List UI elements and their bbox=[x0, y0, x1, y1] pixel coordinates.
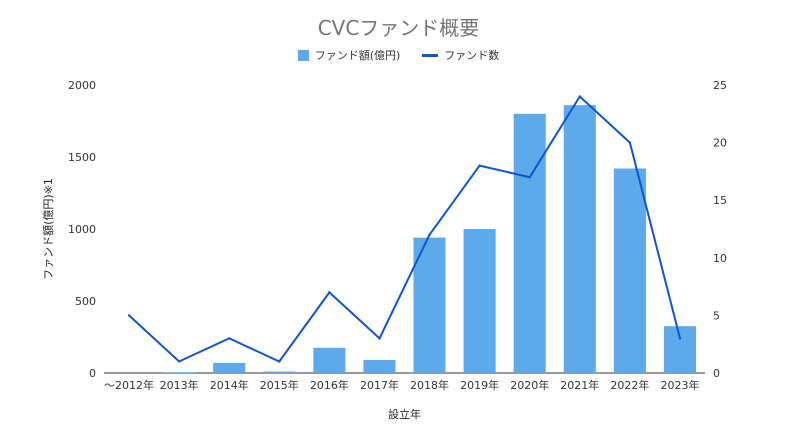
bar-4 bbox=[313, 347, 346, 373]
line-point-4 bbox=[328, 291, 331, 294]
bar-5 bbox=[363, 360, 396, 373]
y2-tick-label-1: 5 bbox=[713, 309, 720, 322]
y-tick-label-4: 2000 bbox=[68, 79, 96, 92]
x-tick-label-1: 2013年 bbox=[160, 378, 199, 392]
x-tick-label-2: 2014年 bbox=[210, 378, 249, 392]
legend-label-bar: ファンド額(億円) bbox=[314, 49, 401, 62]
y2-tick-label-5: 25 bbox=[713, 79, 727, 92]
y-axis-title: ファンド額(億円)※1 bbox=[42, 178, 55, 280]
bar-1 bbox=[163, 372, 196, 373]
line-point-6 bbox=[428, 233, 431, 236]
x-tick-label-7: 2019年 bbox=[460, 378, 499, 392]
y2-tick-label-4: 20 bbox=[713, 137, 727, 150]
line-point-10 bbox=[628, 141, 632, 144]
y-tick-label-1: 500 bbox=[75, 295, 96, 308]
legend-swatch-bar bbox=[297, 49, 309, 61]
x-tick-label-6: 2018年 bbox=[410, 378, 449, 392]
line-point-11 bbox=[678, 337, 682, 340]
bar-7 bbox=[463, 229, 496, 373]
y2-tick-label-0: 0 bbox=[713, 367, 720, 380]
y2-tick-label-2: 10 bbox=[713, 252, 727, 265]
bar-8 bbox=[513, 113, 546, 374]
bar-6 bbox=[413, 237, 446, 373]
x-axis-title: 設立年 bbox=[388, 407, 421, 421]
line-point-9 bbox=[578, 95, 581, 98]
x-tick-label-5: 2017年 bbox=[360, 378, 399, 392]
legend-item-bar: ファンド額(億円) bbox=[297, 47, 401, 63]
bar-9 bbox=[563, 105, 596, 373]
line-point-1 bbox=[177, 360, 181, 363]
chart-title: CVCファンド概要 bbox=[317, 16, 480, 40]
bar-10 bbox=[613, 168, 646, 373]
x-tick-label-4: 2016年 bbox=[310, 378, 349, 392]
legend-swatch-line bbox=[422, 53, 439, 57]
legend-label-line: ファンド数 bbox=[444, 49, 500, 62]
line-point-5 bbox=[378, 337, 381, 340]
x-tick-label-11: 2023年 bbox=[660, 378, 699, 392]
legend: ファンド額(億円) ファンド数 bbox=[0, 47, 797, 63]
x-tick-label-8: 2020年 bbox=[510, 378, 549, 392]
line-point-7 bbox=[478, 164, 481, 167]
y-tick-label-2: 1000 bbox=[68, 223, 96, 236]
line-point-3 bbox=[278, 360, 281, 363]
bar-3 bbox=[263, 371, 296, 373]
x-tick-label-0: ～2012年 bbox=[104, 378, 154, 392]
line-point-2 bbox=[228, 337, 231, 340]
line-point-8 bbox=[528, 175, 531, 179]
line-series-fund-count bbox=[128, 94, 681, 363]
legend-item-line: ファンド数 bbox=[422, 47, 499, 63]
x-tick-label-10: 2022年 bbox=[610, 378, 649, 392]
y-tick-label-0: 0 bbox=[89, 367, 96, 380]
bar-2 bbox=[213, 362, 246, 373]
x-tick-label-3: 2015年 bbox=[260, 378, 299, 392]
x-tick-label-9: 2021年 bbox=[560, 378, 599, 392]
y-tick-label-3: 1500 bbox=[68, 151, 96, 164]
y2-tick-label-3: 15 bbox=[713, 194, 727, 207]
bar-11 bbox=[663, 326, 696, 373]
line-point-0 bbox=[127, 314, 131, 317]
